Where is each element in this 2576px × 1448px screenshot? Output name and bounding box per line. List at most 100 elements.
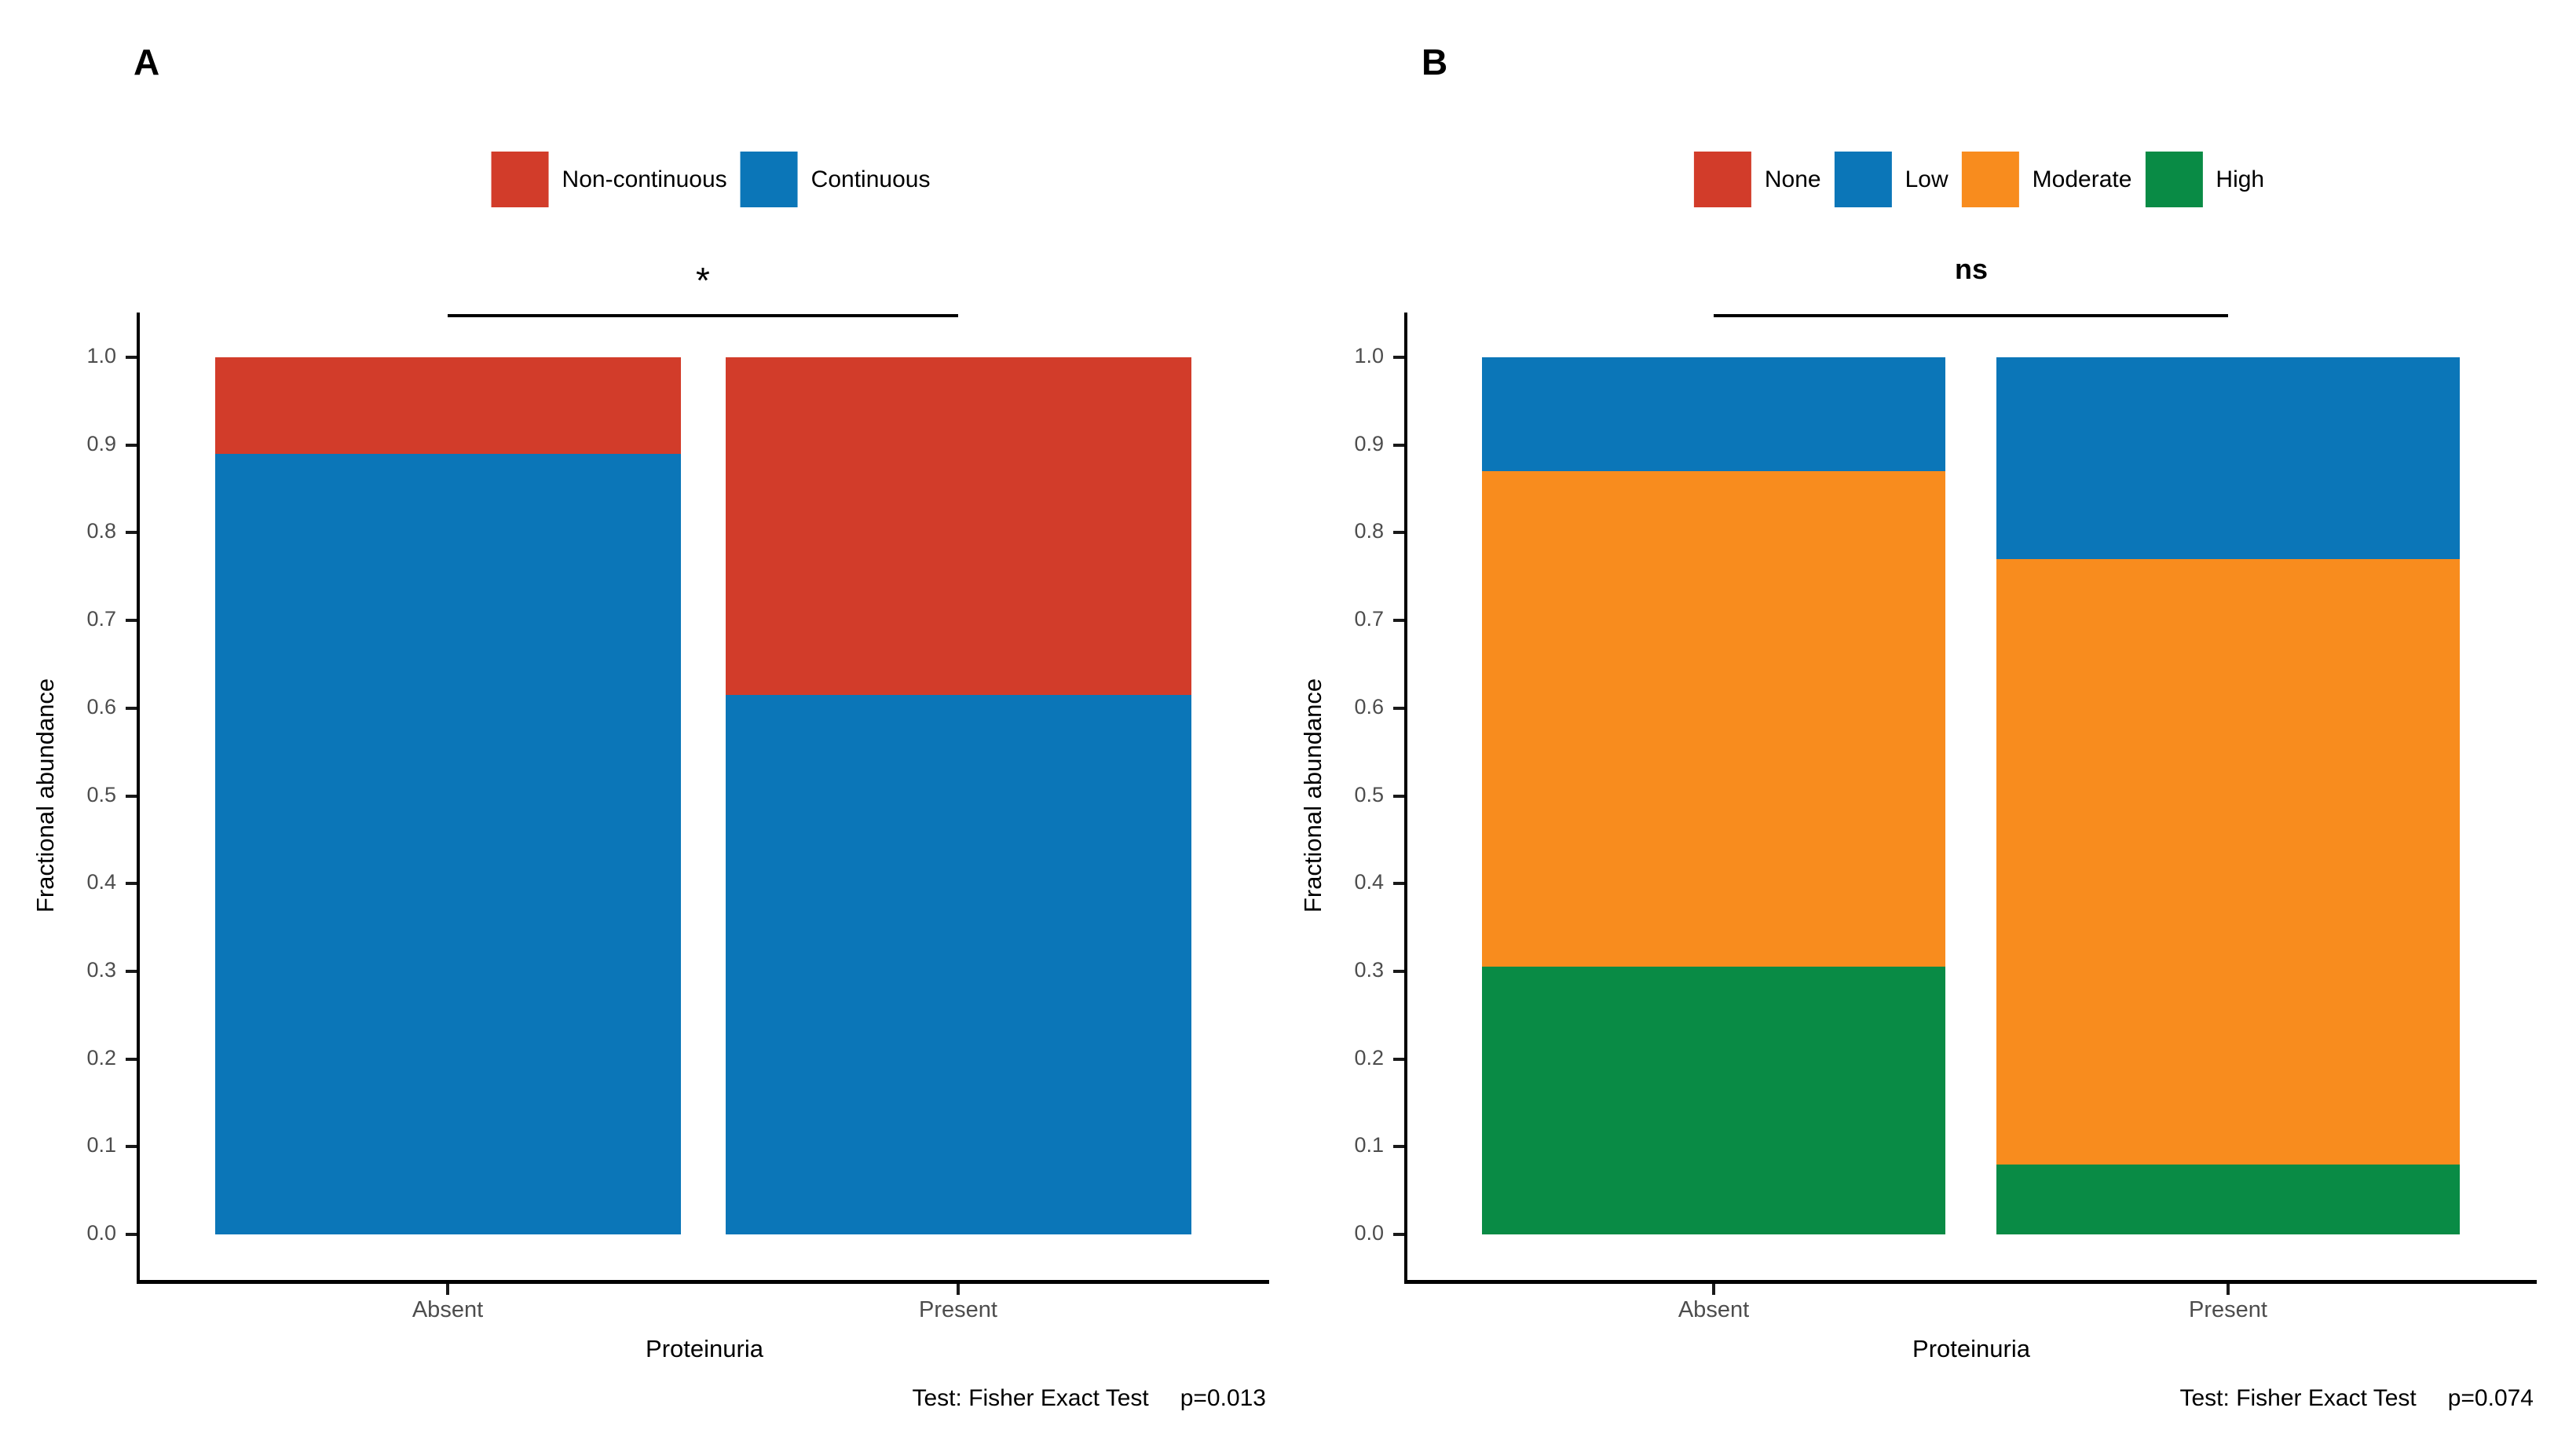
y-tick-label: 0.8 [1354, 519, 1384, 543]
legend-label: High [2216, 166, 2265, 192]
legend-item: None [1693, 152, 1821, 207]
y-tick-label: 0.0 [86, 1221, 116, 1245]
bar-segment-continuous [215, 453, 681, 1234]
x-axis-title-a: Proteinuria [646, 1335, 763, 1362]
y-tick [1393, 795, 1404, 798]
y-tick [126, 707, 137, 710]
caption-p-value-a: p=0.013 [1180, 1385, 1266, 1411]
legend-item: Low [1834, 152, 1948, 207]
y-tick [126, 1145, 137, 1148]
legend-swatch-moderate [1961, 152, 2019, 207]
x-tick-label: Absent [412, 1297, 484, 1322]
y-tick [1393, 707, 1404, 710]
y-tick [126, 356, 137, 359]
legend-label: Non-continuous [562, 166, 727, 192]
caption-test-text-b: Test: Fisher Exact Test [2179, 1385, 2417, 1411]
x-tick [446, 1284, 449, 1295]
y-tick-label: 0.0 [1354, 1221, 1384, 1245]
significance-label-a: * [696, 260, 710, 301]
y-tick [126, 619, 137, 622]
y-tick [126, 882, 137, 885]
caption-b: Test: Fisher Exact Test p=0.074 [1670, 1385, 2534, 1412]
y-tick [126, 444, 137, 447]
y-tick-label: 0.7 [86, 607, 116, 631]
bar-segment-high [1996, 1164, 2460, 1234]
y-tick [1393, 356, 1404, 359]
y-tick-label: 0.9 [1354, 432, 1384, 455]
y-tick-label: 0.2 [1354, 1046, 1384, 1070]
y-tick [1393, 444, 1404, 447]
caption-p-value-b: p=0.074 [2447, 1385, 2534, 1411]
legend-item: Non-continuous [491, 152, 727, 207]
y-tick [126, 1058, 137, 1061]
y-tick-label: 0.3 [86, 958, 116, 982]
legend-label: Low [1905, 166, 1948, 192]
bar-segment-non-continuous [726, 357, 1191, 696]
y-tick-label: 1.0 [86, 344, 116, 367]
x-tick [957, 1284, 960, 1295]
legend-swatch-high [2145, 152, 2203, 207]
y-tick [126, 970, 137, 973]
y-tick [1393, 619, 1404, 622]
y-tick-label: 0.5 [1354, 783, 1384, 806]
x-tick-label: Present [2189, 1297, 2267, 1322]
y-tick-label: 0.6 [86, 695, 116, 719]
legend-a: Non-continuous Continuous [491, 152, 931, 207]
y-tick-label: 0.1 [86, 1133, 116, 1157]
legend-label: Continuous [810, 166, 931, 192]
y-tick [1393, 882, 1404, 885]
panel-label-a: A [134, 42, 160, 82]
x-tick [1712, 1284, 1715, 1295]
y-tick [126, 531, 137, 534]
y-tick-label: 1.0 [1354, 344, 1384, 367]
caption-test-text-a: Test: Fisher Exact Test [912, 1385, 1149, 1411]
legend-swatch-continuous [740, 152, 798, 207]
legend-item: High [2145, 152, 2264, 207]
bar-segment-continuous [726, 695, 1191, 1234]
y-tick [1393, 1058, 1404, 1061]
bar-segment-non-continuous [215, 357, 681, 454]
legend-swatch-none [1693, 152, 1751, 207]
y-tick-label: 0.5 [86, 783, 116, 806]
x-axis-line [138, 1280, 1269, 1284]
bar-segment-moderate [1996, 558, 2460, 1165]
y-axis-line [1404, 313, 1407, 1284]
y-tick-label: 0.9 [86, 432, 116, 455]
bar-segment-low [1482, 357, 1945, 472]
x-tick [2227, 1284, 2230, 1295]
y-tick [1393, 1145, 1404, 1148]
bar-segment-low [1996, 357, 2460, 559]
legend-swatch-non-continuous [491, 152, 549, 207]
y-tick [1393, 531, 1404, 534]
y-tick-label: 0.3 [1354, 958, 1384, 982]
bar-segment-moderate [1482, 471, 1945, 967]
y-tick [126, 795, 137, 798]
bar-segment-high [1482, 967, 1945, 1234]
legend-label: Moderate [2032, 166, 2132, 192]
y-axis-line [137, 313, 140, 1284]
y-tick [1393, 970, 1404, 973]
y-tick-label: 0.7 [1354, 607, 1384, 631]
significance-bracket [448, 314, 958, 317]
legend-item: Moderate [1961, 152, 2132, 207]
legend-label: None [1764, 166, 1821, 192]
y-tick [1393, 1233, 1404, 1236]
legend-swatch-low [1834, 152, 1892, 207]
legend-item: Continuous [740, 152, 931, 207]
x-axis-line [1406, 1280, 2537, 1284]
legend-b: None Low Moderate High [1693, 152, 2264, 207]
caption-a: Test: Fisher Exact Test p=0.013 [402, 1385, 1267, 1412]
y-tick-label: 0.4 [86, 870, 116, 894]
panel-label-b: B [1422, 42, 1448, 82]
significance-label-b: ns [1954, 253, 1989, 285]
y-tick-label: 0.1 [1354, 1133, 1384, 1157]
significance-bracket [1714, 314, 2228, 317]
x-tick-label: Present [919, 1297, 997, 1322]
y-tick-label: 0.6 [1354, 695, 1384, 719]
x-axis-title-b: Proteinuria [1912, 1335, 2030, 1362]
y-tick-label: 0.8 [86, 519, 116, 543]
y-tick [126, 1233, 137, 1236]
y-tick-label: 0.4 [1354, 870, 1384, 894]
y-tick-label: 0.2 [86, 1046, 116, 1070]
